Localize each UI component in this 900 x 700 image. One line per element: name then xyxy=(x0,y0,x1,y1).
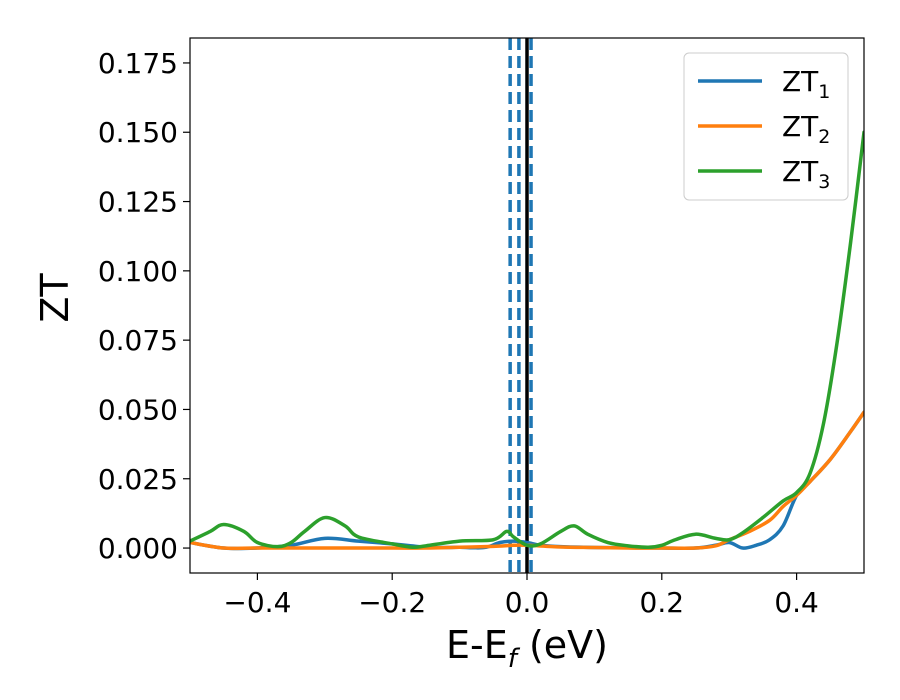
y-tick-label: 0.050 xyxy=(98,393,178,426)
legend: ZT1 ZT2 ZT3 xyxy=(683,52,849,201)
y-axis-title: ZT xyxy=(33,273,77,323)
legend-label-zt3: ZT3 xyxy=(782,155,830,193)
y-axis-ticks: 0.000 0.025 0.050 0.075 0.100 0.125 0.150 0.175 xyxy=(98,47,190,565)
series-line-zt2 xyxy=(190,410,864,551)
series-layer xyxy=(190,130,864,551)
vertical-lines xyxy=(508,38,533,573)
x-axis-title: E-Ef (eV) xyxy=(446,623,608,674)
y-tick-label: 0.125 xyxy=(98,186,178,219)
legend-label-zt2: ZT2 xyxy=(782,110,830,148)
x-tick-label: −0.2 xyxy=(358,586,426,619)
series-line-zt3 xyxy=(190,130,864,550)
y-tick-label: 0.100 xyxy=(98,255,178,288)
y-tick-label: 0.000 xyxy=(98,532,178,565)
x-tick-label: 0.0 xyxy=(505,586,550,619)
y-tick-label: 0.025 xyxy=(98,463,178,496)
y-tick-label: 0.150 xyxy=(98,116,178,149)
x-tick-label: 0.2 xyxy=(640,586,685,619)
legend-label-zt1: ZT1 xyxy=(782,65,830,103)
x-tick-label: 0.4 xyxy=(774,586,819,619)
x-tick-label: −0.4 xyxy=(223,586,291,619)
x-axis-ticks: −0.4 −0.2 0.0 0.2 0.4 xyxy=(223,573,819,619)
legend-box xyxy=(683,52,849,201)
y-tick-label: 0.075 xyxy=(98,324,178,357)
y-tick-label: 0.175 xyxy=(98,47,178,80)
